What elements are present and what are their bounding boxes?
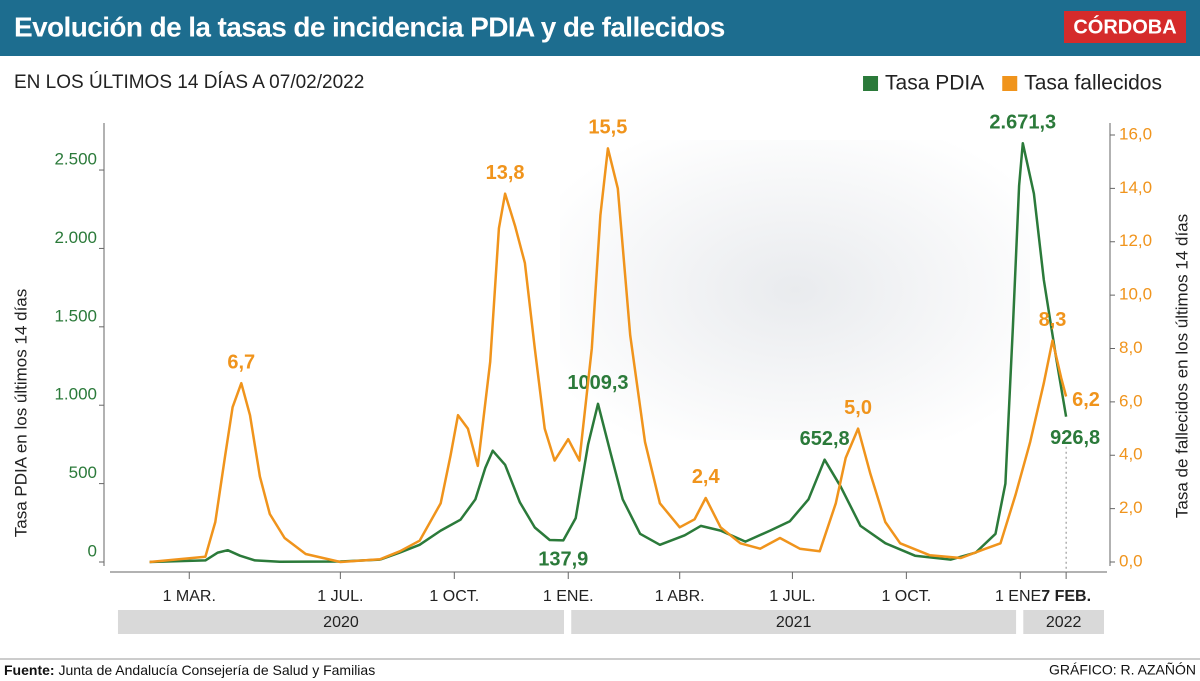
logo: CÓRDOBA: [1073, 14, 1176, 38]
x-tick-label: 1 JUL.: [769, 588, 815, 605]
y2-tick-label: 16,0: [1119, 124, 1152, 143]
legend-label: Tasa fallecidos: [1024, 72, 1162, 95]
y2-tick-label: 10,0: [1119, 285, 1152, 304]
y2-tick-label: 4,0: [1119, 445, 1143, 464]
y-tick-label: 0: [88, 541, 97, 560]
x-tick-label: 1 ENE.: [995, 588, 1046, 605]
source-label: Fuente:: [4, 662, 55, 678]
y-tick-label: 500: [69, 463, 97, 482]
subtitle: EN LOS ÚLTIMOS 14 DÍAS A 07/02/2022: [14, 71, 364, 93]
y2-tick-label: 6,0: [1119, 391, 1143, 410]
year-band: [117, 610, 565, 634]
data-label: 5,0: [844, 397, 872, 419]
data-label: 13,8: [486, 162, 525, 184]
source: Junta de Andalucía Consejería de Salud y…: [58, 662, 375, 678]
y2-axis-title: Tasa de fallecidos en los últimos 14 día…: [1172, 214, 1191, 518]
data-label: 926,8: [1050, 427, 1100, 449]
y-tick-label: 2.500: [54, 150, 97, 169]
x-tick-label: 1 JUL.: [317, 588, 363, 605]
y2-tick-label: 0,0: [1119, 551, 1143, 570]
data-label: 2,4: [692, 466, 721, 488]
data-label: 652,8: [800, 428, 850, 450]
footer-source: Fuente: Junta de Andalucía Consejería de…: [4, 662, 375, 678]
year-band: [571, 610, 1017, 634]
logo-box: [1064, 11, 1186, 43]
year-label: 2021: [776, 614, 812, 631]
credit: GRÁFICO: R. AZAÑÓN: [1049, 662, 1196, 678]
x-tick-label: 1 MAR.: [163, 588, 216, 605]
data-label: 137,9: [538, 549, 588, 571]
y-axis-title: Tasa PDIA en los últimos 14 días: [11, 289, 30, 538]
x-tick-label: 1 ABR.: [655, 588, 705, 605]
legend-swatch: [1002, 76, 1018, 91]
x-tick-label: 7 FEB.: [1041, 588, 1091, 605]
data-label: 2.671,3: [989, 111, 1056, 133]
data-label: 6,2: [1072, 389, 1100, 411]
y-tick-label: 1.000: [54, 385, 97, 404]
series-line: [149, 147, 1068, 564]
photo-backdrop: [560, 140, 1030, 440]
year-label: 2022: [1046, 614, 1082, 631]
y2-tick-label: 12,0: [1119, 231, 1152, 250]
x-tick-label: 1 OCT.: [429, 588, 479, 605]
chart-title: Evolución de la tasas de incidencia PDIA…: [14, 11, 725, 42]
data-label: 1009,3: [567, 372, 628, 394]
y-tick-label: 1.500: [54, 306, 97, 325]
y2-tick-label: 2,0: [1119, 498, 1143, 517]
y-tick-label: 2.000: [54, 228, 97, 247]
legend-swatch: [863, 76, 879, 91]
data-label: 15,5: [588, 117, 627, 139]
x-tick-label: 1 OCT.: [881, 588, 931, 605]
header-bar: [0, 0, 1200, 56]
year-label: 2020: [323, 614, 359, 631]
year-band: [1023, 610, 1104, 634]
data-label: 8,3: [1039, 309, 1067, 331]
y2-tick-label: 8,0: [1119, 338, 1143, 357]
legend-label: Tasa PDIA: [885, 72, 984, 95]
data-label: 6,7: [227, 351, 255, 373]
x-tick-label: 1 ENE.: [543, 588, 594, 605]
y2-tick-label: 14,0: [1119, 178, 1152, 197]
